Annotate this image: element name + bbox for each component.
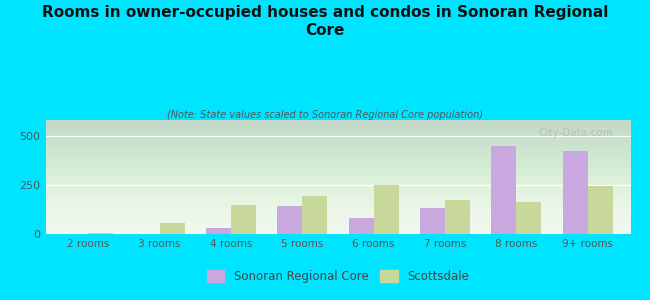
Bar bbox=[445, 200, 470, 234]
Bar bbox=[374, 185, 398, 234]
Bar bbox=[231, 205, 256, 234]
Bar bbox=[206, 228, 231, 234]
Bar bbox=[420, 208, 445, 234]
Bar bbox=[516, 202, 541, 234]
Legend: Sonoran Regional Core, Scottsdale: Sonoran Regional Core, Scottsdale bbox=[202, 265, 474, 287]
Text: City-Data.com: City-Data.com bbox=[538, 128, 613, 138]
Bar bbox=[491, 146, 516, 234]
Bar bbox=[563, 152, 588, 234]
Bar bbox=[302, 196, 328, 234]
Bar bbox=[88, 233, 113, 234]
Bar bbox=[160, 223, 185, 234]
Bar bbox=[278, 206, 302, 234]
Text: (Note: State values scaled to Sonoran Regional Core population): (Note: State values scaled to Sonoran Re… bbox=[167, 110, 483, 119]
Text: Rooms in owner-occupied houses and condos in Sonoran Regional
Core: Rooms in owner-occupied houses and condo… bbox=[42, 4, 608, 38]
Bar bbox=[348, 218, 374, 234]
Bar bbox=[588, 186, 613, 234]
